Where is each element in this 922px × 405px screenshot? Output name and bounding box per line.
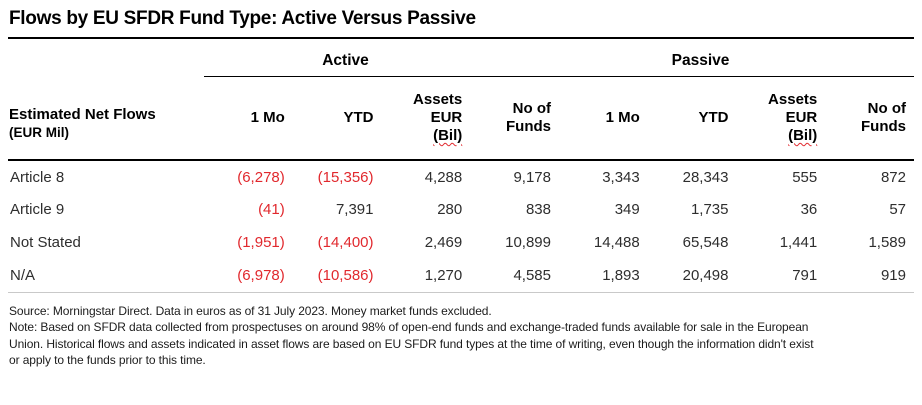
cell-value: 65,548 — [682, 234, 729, 251]
cell-value: 791 — [736, 259, 826, 293]
cell-value: 28,343 — [682, 168, 729, 186]
col-header-active-assets: Assets EUR (Bil) — [381, 76, 471, 161]
methodology-note-line-2: Union. Historical flows and assets indic… — [9, 336, 814, 351]
cell-value: 10,899 — [505, 234, 551, 251]
cell-value: 1,270 — [381, 259, 471, 293]
cell-value: 2,469 — [424, 234, 463, 251]
col-header-line: No of — [867, 99, 906, 117]
cell-value: (10,586) — [292, 259, 382, 293]
col-header-passive-1mo: 1 Mo — [559, 76, 648, 161]
col-header-line: (Bil) — [788, 126, 818, 144]
cell-value: 1,441 — [779, 234, 818, 251]
col-header-line: EUR — [785, 108, 818, 126]
col-header-label: YTD — [698, 108, 729, 126]
cell-value: (6,278) — [237, 168, 285, 186]
cell-value: (1,951) — [237, 234, 285, 251]
cell-value: 919 — [825, 259, 914, 293]
cell-value: 9,178 — [513, 168, 551, 186]
cell-value: 4,288 — [424, 168, 463, 186]
row-header-unit: (EUR Mil) — [9, 124, 69, 140]
col-header-active-funds: No of Funds — [470, 76, 559, 161]
cell-value: 14,488 — [593, 234, 640, 251]
column-group-passive: Passive — [559, 39, 914, 77]
footnotes: Source: Morningstar Direct. Data in euro… — [8, 303, 914, 369]
cell-value: (15,356) — [317, 168, 374, 186]
table-row-article-9: Article 9 (41) 7,391 280 838 349 1,735 3… — [8, 193, 914, 226]
methodology-note-line-1: Note: Based on SFDR data collected from … — [9, 320, 809, 334]
cell-value: 349 — [614, 201, 640, 218]
cell-value: (41) — [258, 201, 285, 218]
table-row-not-stated: Not Stated (1,951) (14,400) 2,469 10,899… — [8, 226, 914, 259]
col-header-label: 1 Mo — [605, 108, 640, 126]
cell-value: 838 — [525, 201, 551, 218]
column-group-row: Active Passive — [8, 39, 914, 77]
col-header-active-1mo: 1 Mo — [204, 76, 293, 161]
col-header-line: (Bil) — [433, 126, 463, 144]
cell-value: 57 — [889, 201, 906, 218]
cell-value: 1,735 — [690, 201, 729, 218]
table-row-article-8: Article 8 (6,278) (15,356) 4,288 9,178 3… — [8, 160, 914, 193]
col-header-line: Assets — [413, 90, 463, 108]
col-header-line: Funds — [506, 117, 551, 135]
cell-value: 3,343 — [602, 168, 640, 186]
row-label: Article 9 — [10, 201, 65, 218]
row-label: N/A — [8, 259, 204, 293]
col-header-passive-assets: Assets EUR (Bil) — [736, 76, 826, 161]
cell-value: 4,585 — [470, 259, 559, 293]
col-header-label: 1 Mo — [250, 108, 285, 126]
corner-spacer — [8, 39, 204, 76]
col-header-passive-funds: No of Funds — [825, 76, 914, 161]
row-label: Not Stated — [10, 234, 81, 251]
cell-value: 1,589 — [868, 234, 906, 251]
cell-value: 280 — [437, 201, 463, 218]
cell-value: (14,400) — [317, 234, 374, 251]
col-header-line: Assets — [768, 90, 818, 108]
cell-value: 20,498 — [647, 259, 737, 293]
cell-value: 7,391 — [335, 201, 374, 218]
sfdr-flows-table: Active Passive Estimated Net Flows (EUR … — [8, 39, 914, 293]
col-header-line: Funds — [861, 117, 906, 135]
cell-value: (6,978) — [204, 259, 293, 293]
source-note: Source: Morningstar Direct. Data in euro… — [9, 303, 492, 318]
col-header-line: No of — [512, 99, 551, 117]
methodology-note-line-3: or apply to the funds prior to this time… — [9, 353, 206, 367]
row-label: Article 8 — [10, 168, 65, 186]
cell-value: 872 — [880, 168, 906, 186]
col-header-line: EUR — [430, 108, 463, 126]
cell-value: 36 — [800, 201, 818, 218]
column-group-active: Active — [204, 39, 559, 77]
exhibit-title: Flows by EU SFDR Fund Type: Active Versu… — [8, 5, 914, 39]
row-header-title: Estimated Net Flows — [9, 105, 156, 123]
col-header-passive-ytd: YTD — [647, 76, 737, 161]
cell-value: 1,893 — [559, 259, 648, 293]
report-exhibit: Flows by EU SFDR Fund Type: Active Versu… — [8, 5, 914, 369]
table-row-na: N/A (6,978) (10,586) 1,270 4,585 1,893 2… — [8, 259, 914, 293]
row-header: Estimated Net Flows (EUR Mil) — [8, 76, 204, 161]
col-header-label: YTD — [343, 108, 374, 126]
col-header-active-ytd: YTD — [292, 76, 382, 161]
cell-value: 555 — [792, 168, 818, 186]
column-header-row: Estimated Net Flows (EUR Mil) 1 Mo YTD A… — [8, 76, 914, 161]
